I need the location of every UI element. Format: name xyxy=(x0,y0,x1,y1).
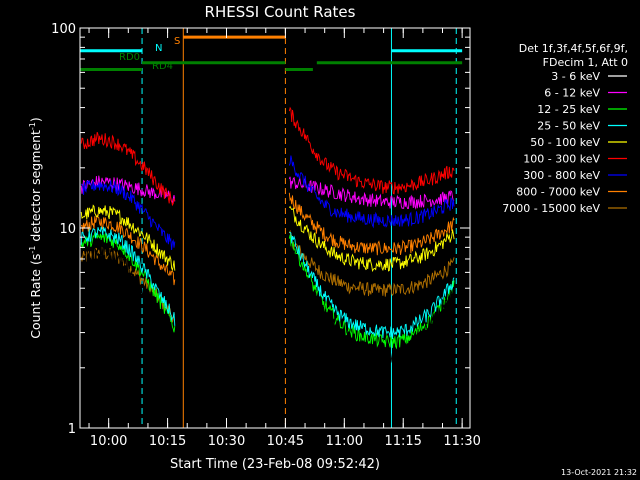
status-label-rd4: RD4 xyxy=(152,61,173,72)
x-tick-label-6: 11:30 xyxy=(443,434,480,449)
status-label-s: S xyxy=(174,36,180,47)
footer-timestamp: 13-Oct-2021 21:32 xyxy=(561,468,637,477)
series-line-5 xyxy=(80,106,455,207)
status-label-rd0: RD0 xyxy=(119,52,140,63)
x-tick-label-0: 10:00 xyxy=(90,434,127,449)
series-line-1 xyxy=(80,175,455,210)
y-tick-label-1: 10 xyxy=(59,222,76,237)
x-tick-label-4: 11:00 xyxy=(326,434,363,449)
series-line-6 xyxy=(80,155,455,251)
x-tick-label-3: 10:45 xyxy=(267,434,304,449)
x-tick-label-1: 10:15 xyxy=(149,434,186,449)
legend-header-0: Det 1f,3f,4f,5f,6f,9f, xyxy=(519,42,628,55)
legend-entry-label-2: 12 - 25 keV xyxy=(537,103,600,116)
x-tick-label-5: 11:15 xyxy=(384,434,421,449)
legend-entry-label-1: 6 - 12 keV xyxy=(544,87,600,100)
legend-entry-label-3: 25 - 50 keV xyxy=(537,120,600,133)
legend-entry-label-5: 100 - 300 keV xyxy=(523,153,600,166)
legend-entry-label-0: 3 - 6 keV xyxy=(551,70,600,83)
legend-entry-label-7: 800 - 7000 keV xyxy=(516,186,600,199)
x-axis-label: Start Time (23-Feb-08 09:52:42) xyxy=(170,457,380,472)
y-axis-label: Count Rate (s-1 detector segment-1) xyxy=(28,117,43,339)
legend-entry-label-4: 50 - 100 keV xyxy=(530,136,600,149)
legend-entry-label-8: 7000 - 15000 keV xyxy=(502,202,600,215)
x-tick-label-2: 10:30 xyxy=(208,434,245,449)
legend-entry-label-6: 300 - 800 keV xyxy=(523,169,600,182)
y-tick-label-0: 1 xyxy=(68,422,76,437)
status-label-n: N xyxy=(155,43,162,54)
series-line-4 xyxy=(80,204,455,273)
legend-header-1: FDecim 1, Att 0 xyxy=(543,56,628,69)
y-tick-label-2: 100 xyxy=(51,22,76,37)
series-line-0 xyxy=(80,241,455,371)
chart-title: RHESSI Count Rates xyxy=(205,3,356,21)
series-line-3 xyxy=(80,226,455,340)
